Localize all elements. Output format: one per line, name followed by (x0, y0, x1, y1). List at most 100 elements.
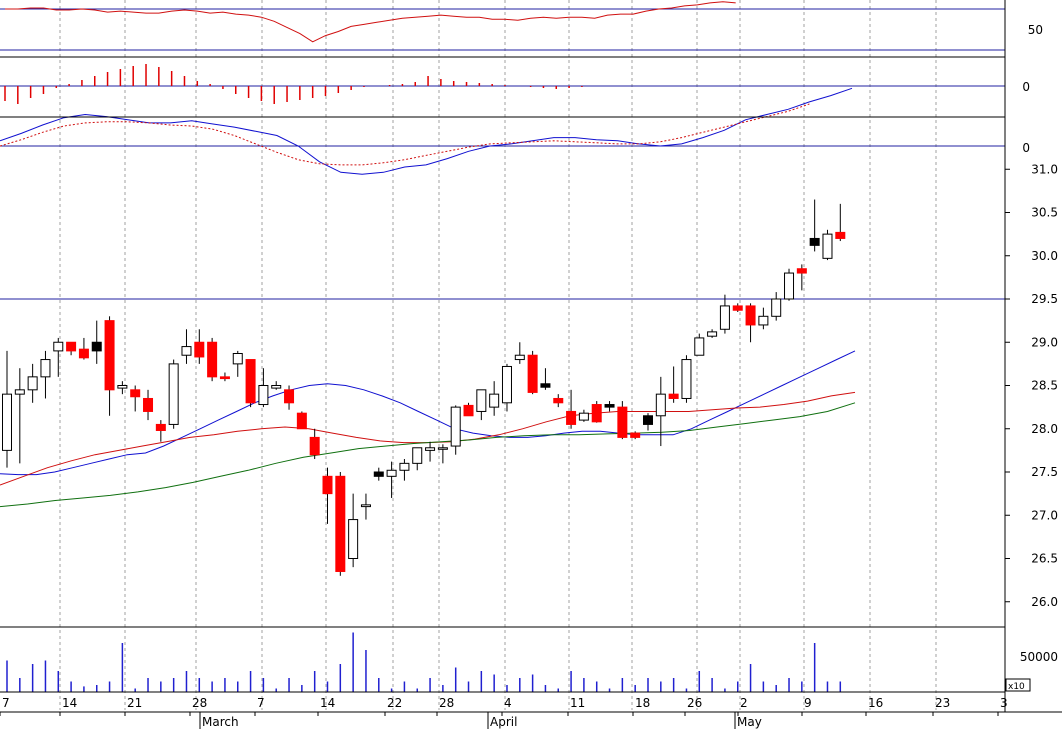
candle-body (489, 393, 500, 408)
candle-body (2, 393, 12, 451)
price-tick-label: 29.5 (1031, 292, 1058, 306)
candle-body (181, 346, 192, 356)
candle-body (232, 352, 243, 365)
candle-body (591, 404, 602, 423)
date-tick-label: 4 (504, 696, 512, 710)
macd-line (0, 87, 853, 175)
candle-body (758, 315, 769, 326)
candle-body (578, 412, 589, 421)
date-tick-label: 14 (320, 696, 335, 710)
candle-body (40, 359, 51, 378)
rsi-panel: 50 (0, 1, 1043, 51)
candle-body (719, 305, 730, 330)
candle-body (78, 348, 89, 359)
candle-body (796, 268, 807, 274)
date-tick-label: 7 (2, 696, 10, 710)
histogram-tick-label: 0 (1022, 80, 1030, 94)
rsi-line (5, 1, 736, 43)
candle-body (617, 406, 628, 438)
date-tick-label: 16 (868, 696, 883, 710)
price-panel: 31.0 30.5 30.0 29.5 29.0 28.5 28.0 27.5 27.0 26.5… (0, 162, 1058, 609)
candle-body (27, 376, 38, 391)
date-tick-label: 21 (127, 696, 142, 710)
date-tick-label: 9 (804, 696, 812, 710)
labels-layer: 7 14 21 28 7 14 22 28 4 11 18 26 2 9 16 23 3 March April Ma… (0, 696, 1008, 729)
month-label: April (490, 715, 517, 729)
candle-body (296, 412, 307, 430)
candle-body (463, 404, 474, 417)
month-label: March (202, 715, 239, 729)
volume-panel: 50000 x10 (6, 632, 1058, 692)
candle-body (527, 354, 538, 393)
macd-panel: 0 (0, 87, 1030, 175)
candle-body (245, 359, 256, 404)
candle-body (501, 365, 512, 404)
candle-body (694, 337, 705, 356)
candle-body (219, 376, 230, 380)
candle-body (412, 447, 423, 464)
price-tick-label: 28.5 (1031, 379, 1058, 393)
candle-body (386, 469, 397, 477)
candle-body (732, 305, 743, 311)
moving-average-green (0, 402, 856, 508)
date-tick-label: 28 (192, 696, 207, 710)
date-tick-label: 22 (387, 696, 402, 710)
candle-body (643, 415, 653, 425)
moving-average-blue (0, 350, 856, 476)
candle-body (284, 389, 295, 404)
candle-body (450, 406, 461, 447)
candle-body (681, 359, 692, 399)
volume-unit-box (1005, 678, 1031, 692)
candle-body (104, 320, 115, 391)
candle-body (348, 519, 359, 560)
date-tick-label: 3 (1000, 696, 1008, 710)
month-label: May (737, 715, 762, 729)
candle-body (655, 393, 666, 417)
macd-histogram-panel: 0 (0, 64, 1030, 104)
price-tick-label: 31.0 (1031, 162, 1058, 176)
candle-body (437, 447, 448, 450)
candle-body (66, 341, 77, 352)
candle-body (360, 504, 371, 508)
candle-body (258, 385, 269, 406)
candle-body (553, 397, 564, 404)
date-tick-label: 11 (570, 696, 585, 710)
candle-body (194, 341, 205, 358)
candle-body (604, 404, 615, 408)
candle-body (540, 383, 551, 388)
candle-body (745, 305, 756, 326)
price-tick-label: 26.0 (1031, 595, 1058, 609)
candle-body (322, 475, 333, 495)
price-tick-label: 26.5 (1031, 552, 1058, 566)
candle-body (771, 298, 782, 317)
candle-body (14, 389, 25, 395)
candle-body (91, 341, 102, 352)
candle-body (707, 331, 718, 337)
candle-body (117, 385, 128, 389)
price-tick-label: 30.0 (1031, 249, 1058, 263)
candle-body (373, 471, 384, 477)
price-tick-label: 28.0 (1031, 422, 1058, 436)
candle-body (514, 354, 525, 361)
price-tick-label: 30.5 (1031, 206, 1058, 220)
date-tick-label: 23 (935, 696, 950, 710)
price-tick-label: 27.5 (1031, 465, 1058, 479)
date-tick-label: 14 (62, 696, 77, 710)
date-tick-label: 7 (257, 696, 265, 710)
candle-body (207, 341, 218, 378)
macd-tick-label: 0 (1022, 141, 1030, 155)
candle-body (809, 237, 820, 246)
candle-body (425, 447, 436, 451)
candle-body (399, 462, 410, 471)
candle-body (168, 363, 179, 425)
date-tick-label: 18 (635, 696, 650, 710)
date-tick-label: 2 (740, 696, 748, 710)
date-tick-label: 28 (439, 696, 454, 710)
price-tick-label: 29.0 (1031, 335, 1058, 349)
candle-body (309, 436, 320, 456)
candle-body (53, 341, 64, 352)
candle-body (130, 389, 141, 398)
candle-body (784, 272, 795, 300)
candle-body (822, 233, 833, 259)
